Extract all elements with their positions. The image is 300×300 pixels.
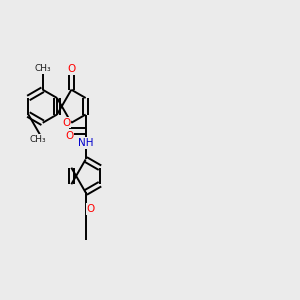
Text: CH₃: CH₃ (34, 64, 51, 73)
Text: O: O (86, 204, 94, 214)
Text: O: O (63, 118, 71, 128)
Text: NH: NH (78, 138, 93, 148)
Text: CH₃: CH₃ (29, 135, 46, 144)
Text: O: O (67, 64, 76, 74)
Text: O: O (65, 131, 73, 141)
